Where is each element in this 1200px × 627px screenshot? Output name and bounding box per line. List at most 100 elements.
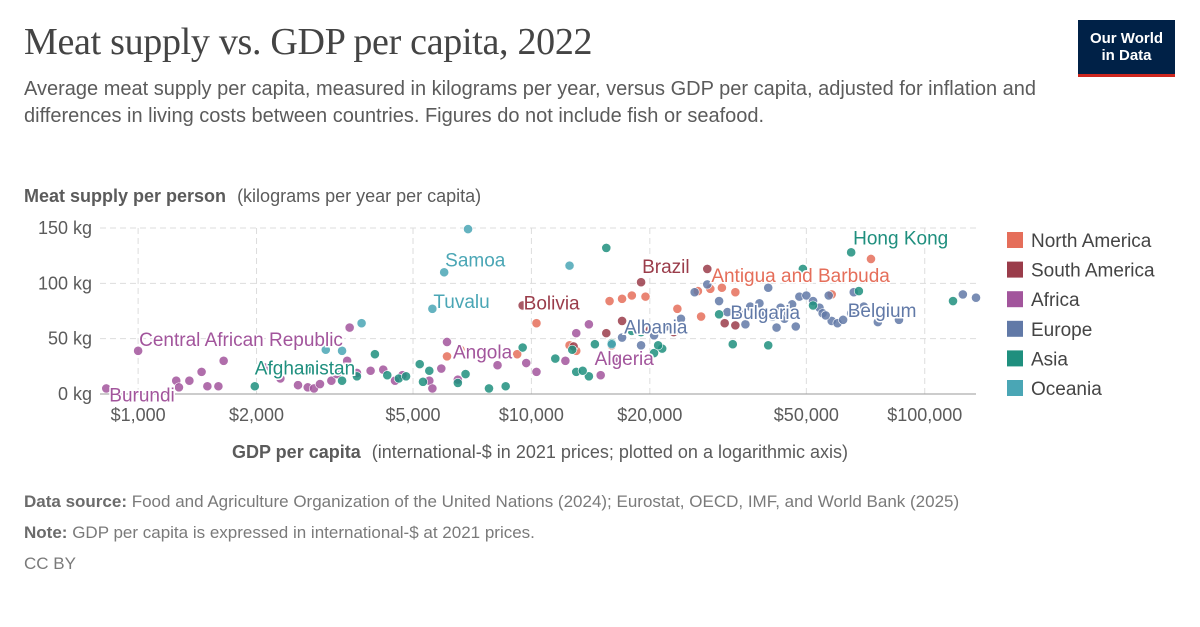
data-point — [337, 345, 347, 356]
data-point — [184, 375, 195, 386]
logo-line-2: in Data — [1101, 47, 1152, 64]
data-point — [500, 381, 511, 392]
x-axis-title-bold: GDP per capita — [232, 442, 362, 462]
legend-swatch — [1007, 261, 1023, 278]
data-point — [894, 314, 904, 325]
data-point — [213, 381, 224, 392]
data-point — [653, 340, 664, 351]
data-point — [517, 342, 528, 353]
data-point — [356, 318, 367, 329]
data-point — [275, 373, 286, 384]
legend-label: Oceania — [1031, 379, 1102, 400]
point-label: Central African Republic — [139, 330, 343, 351]
data-point — [595, 370, 606, 381]
data-point — [370, 349, 380, 360]
legend-label: Asia — [1031, 349, 1068, 370]
chart-title: Meat supply vs. GDP per capita, 2022 — [24, 21, 593, 63]
data-point — [259, 362, 270, 373]
data-point — [564, 260, 575, 271]
data-point — [401, 371, 411, 382]
point-label: Samoa — [445, 250, 506, 271]
legend-label: North America — [1031, 231, 1152, 252]
data-point — [584, 371, 594, 382]
data-point — [727, 339, 738, 350]
data-point — [719, 318, 730, 329]
data-point — [460, 369, 471, 379]
data-point — [382, 370, 393, 381]
data-point — [730, 320, 741, 331]
data-point — [202, 381, 213, 392]
data-point — [636, 340, 646, 351]
data-point — [790, 321, 801, 332]
data-point — [971, 292, 981, 303]
note-text: GDP per capita is expressed in internati… — [72, 523, 535, 542]
data-point — [823, 290, 834, 301]
point-label: Bolivia — [524, 293, 580, 314]
x-tick-label: $10,000 — [499, 405, 564, 425]
data-point — [604, 296, 615, 306]
y-tick-label: 0 kg — [58, 384, 92, 404]
data-point — [846, 247, 857, 258]
chart-subtitle: Average meat supply per capita, measured… — [24, 78, 1037, 127]
y-axis-ticks: 0 kg 50 kg 100 kg 150 kg — [38, 218, 92, 404]
data-point — [626, 290, 637, 301]
data-point — [714, 309, 724, 320]
data-point — [342, 355, 353, 366]
data-point — [577, 365, 588, 376]
source-label: Data source: — [24, 492, 127, 511]
data-point — [702, 264, 713, 274]
legend: North America South America Africa Europe As… — [1007, 231, 1155, 400]
data-source: Data source: Food and Agriculture Organi… — [24, 490, 1124, 513]
license[interactable]: CC BY — [24, 554, 76, 573]
data-point — [512, 349, 523, 360]
legend-label: Africa — [1031, 290, 1080, 311]
point-labels: Hong Kong Samoa Brazil Antigua and Barbuda B… — [108, 227, 950, 408]
legend-swatch — [1007, 320, 1023, 337]
data-point — [636, 327, 646, 337]
x-tick-label: $100,000 — [887, 405, 962, 425]
data-point — [424, 365, 435, 376]
data-point — [853, 286, 864, 296]
x-tick-label: $20,000 — [617, 405, 682, 425]
data-point — [133, 345, 144, 356]
point-label: Afghanistan — [255, 358, 355, 379]
data-point — [531, 318, 542, 329]
grid-lines — [100, 227, 976, 395]
legend-label: Europe — [1031, 320, 1092, 341]
data-point — [745, 301, 756, 312]
data-point — [601, 328, 612, 339]
legend-swatch — [1007, 291, 1023, 308]
data-point — [584, 319, 594, 330]
point-label: Bulgaria — [730, 303, 800, 324]
data-point — [846, 308, 857, 319]
data-point — [315, 379, 325, 389]
data-point — [617, 332, 627, 343]
data-point — [337, 375, 347, 386]
data-point — [714, 296, 724, 306]
data-point — [521, 358, 532, 368]
data-point — [636, 277, 646, 288]
legend-swatch — [1007, 380, 1023, 396]
data-point — [808, 300, 818, 311]
y-tick-label: 50 kg — [48, 329, 92, 349]
x-tick-label: $5,000 — [385, 405, 440, 425]
data-point — [649, 348, 659, 358]
data-point — [640, 291, 651, 302]
data-point — [463, 224, 473, 235]
y-axis-title-bold: Meat supply per person — [24, 186, 226, 206]
legend-swatch — [1007, 232, 1023, 248]
data-point — [517, 300, 528, 311]
data-point — [174, 382, 184, 393]
data-point — [589, 339, 600, 350]
data-point — [249, 381, 260, 392]
data-point — [293, 380, 303, 391]
data-point — [649, 330, 659, 341]
data-point — [797, 264, 808, 274]
x-axis-ticks: $1,000 $2,000 $5,000 $10,000 $20,000 $50,000 $… — [111, 405, 963, 425]
data-point — [455, 344, 466, 355]
data-point — [571, 328, 582, 339]
owid-logo[interactable]: Our World in Data — [1078, 20, 1175, 77]
point-label: Antigua and Barbuda — [711, 266, 890, 287]
data-point — [689, 287, 700, 298]
source-text[interactable]: Food and Agriculture Organization of the… — [131, 492, 960, 511]
